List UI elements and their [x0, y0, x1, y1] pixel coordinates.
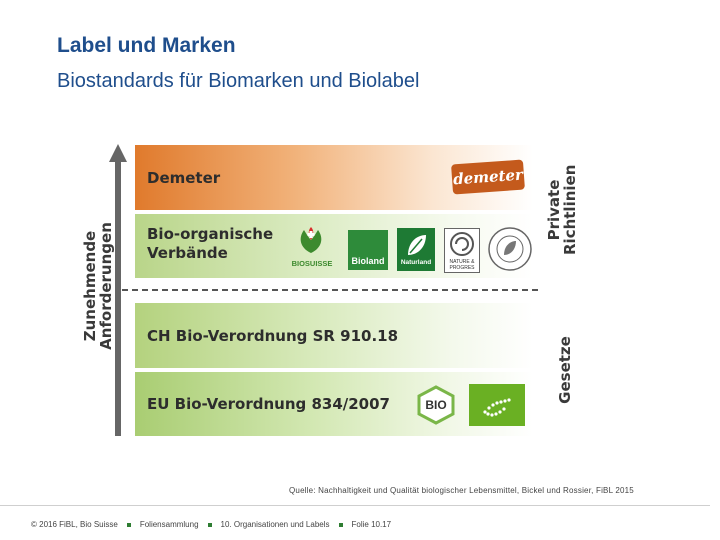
- right-label-private: Private Richtlinien: [545, 164, 583, 255]
- soil-association-emblem-icon: [488, 227, 532, 271]
- increase-arrow-shaft: [115, 160, 121, 436]
- footer-separator: [126, 522, 131, 527]
- nature-progres-emblem-icon: [450, 232, 474, 256]
- footer-divider: [0, 505, 710, 506]
- right-label-gesetze: Gesetze: [556, 336, 574, 404]
- bio-ch-label-logo: BIO: [416, 385, 456, 425]
- band-ch-verordnung: CH Bio-Verordnung SR 910.18: [135, 303, 533, 368]
- eu-leaf-stars-icon: [483, 398, 511, 417]
- nature-progres-logo-text: NATURE & PROGRES: [449, 259, 475, 271]
- bio-ch-hexagon-icon: BIO: [417, 385, 455, 425]
- band-eu-verordnung: EU Bio-Verordnung 834/2007: [135, 372, 533, 436]
- naturland-leaf-icon: [408, 235, 426, 255]
- footer-separator: [207, 522, 212, 527]
- right-label-private-line2: Richtlinien: [560, 164, 579, 255]
- band-eu-label: EU Bio-Verordnung 834/2007: [147, 395, 390, 413]
- page-title: Label und Marken: [57, 34, 236, 57]
- band-demeter-label: Demeter: [147, 169, 221, 187]
- naturland-logo-text: Naturland: [400, 259, 432, 266]
- left-axis-label: Zunehmende Anforderungen: [81, 221, 119, 351]
- eu-organic-leaf-logo: [469, 384, 525, 426]
- band-verbaende-label-line2: Verbände: [147, 244, 228, 262]
- bio-suisse-logo: BIOSUISSE: [282, 226, 342, 272]
- bio-suisse-bud-icon: [300, 227, 322, 253]
- footer-separator: [338, 522, 343, 527]
- footer-chapter: 10. Organisationen und Labels: [220, 520, 330, 529]
- page-subtitle: Biostandards für Biomarken und Biolabel: [57, 70, 420, 92]
- bioland-logo: Bioland: [348, 230, 388, 270]
- bio-suisse-logo-text: BIOSUISSE: [291, 259, 333, 268]
- footer: © 2016 FiBL, Bio Suisse Foliensammlung 10.…: [31, 520, 391, 529]
- footer-copyright: © 2016 FiBL, Bio Suisse: [31, 520, 118, 529]
- private-law-divider: [122, 289, 538, 291]
- band-ch-label: CH Bio-Verordnung SR 910.18: [147, 327, 399, 345]
- bio-ch-logo-text: BIO: [425, 398, 446, 412]
- band-verbaende-label-line1: Bio-organische: [147, 225, 274, 243]
- source-note: Quelle: Nachhaltigkeit und Qualität biol…: [289, 486, 634, 495]
- nature-progres-logo: NATURE & PROGRES: [444, 228, 480, 273]
- increase-arrow-head: [109, 144, 127, 162]
- demeter-logo: demeter: [451, 159, 525, 195]
- left-axis-label-line2: Anforderungen: [96, 222, 115, 350]
- naturland-logo: Naturland: [397, 228, 435, 271]
- soil-association-logo: [487, 226, 533, 272]
- footer-slide-number: Folie 10.17: [351, 520, 392, 529]
- footer-collection: Foliensammlung: [139, 520, 199, 529]
